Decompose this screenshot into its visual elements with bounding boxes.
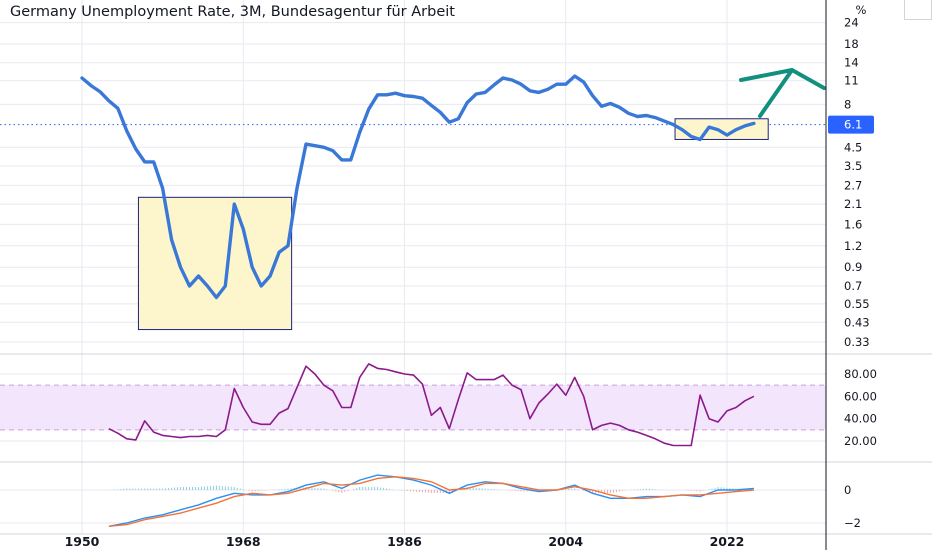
- rsi-tick-label: 60.00: [844, 389, 877, 403]
- x-tick-label: 1986: [387, 534, 422, 549]
- price-tick-label: 11: [844, 74, 859, 88]
- price-axis-unit: %: [856, 3, 867, 17]
- signal-line: [108, 476, 754, 527]
- rsi-tick-label: 20.00: [844, 434, 877, 448]
- rsi-tick-label: 40.00: [844, 412, 877, 426]
- macd-tick-label: 0: [844, 483, 851, 497]
- price-tick-label: 24: [844, 16, 859, 30]
- price-tick-label: 0.7: [844, 279, 862, 293]
- rsi-series-line: [108, 363, 755, 447]
- price-tick-label: 0.33: [844, 335, 870, 349]
- price-tick-label: 0.9: [844, 260, 862, 274]
- x-tick-label: 1968: [226, 534, 261, 549]
- macd-line: [108, 474, 754, 527]
- price-tick-label: 1.6: [844, 217, 862, 231]
- price-tick-label: 2.1: [844, 197, 862, 211]
- price-tick-label: 4.5: [844, 140, 862, 154]
- price-tick-label: 0.43: [844, 315, 870, 329]
- highlight-box: [137, 196, 293, 331]
- last-value-label: 6.1: [844, 118, 862, 132]
- price-tick-label: 14: [844, 56, 859, 70]
- highlight-box: [674, 118, 769, 140]
- trend-arrow-annotation: [739, 68, 826, 118]
- price-tick-label: 3.5: [844, 159, 862, 173]
- macd-tick-label: −2: [844, 516, 861, 530]
- price-tick-label: 8: [844, 97, 851, 111]
- price-series-line: [80, 74, 756, 300]
- price-tick-label: 18: [844, 37, 859, 51]
- x-tick-label: 2004: [548, 534, 583, 549]
- chart-settings-button[interactable]: [904, 0, 932, 20]
- price-tick-label: 0.55: [844, 297, 870, 311]
- price-tick-label: 2.7: [844, 178, 862, 192]
- x-tick-label: 2022: [710, 534, 745, 549]
- rsi-tick-label: 80.00: [844, 367, 877, 381]
- price-tick-label: 1.2: [844, 239, 862, 253]
- chart-title: Germany Unemployment Rate, 3M, Bundesage…: [10, 4, 455, 20]
- last-value-badge: [828, 115, 874, 134]
- rsi-band: [0, 385, 826, 430]
- x-tick-label: 1950: [65, 534, 100, 549]
